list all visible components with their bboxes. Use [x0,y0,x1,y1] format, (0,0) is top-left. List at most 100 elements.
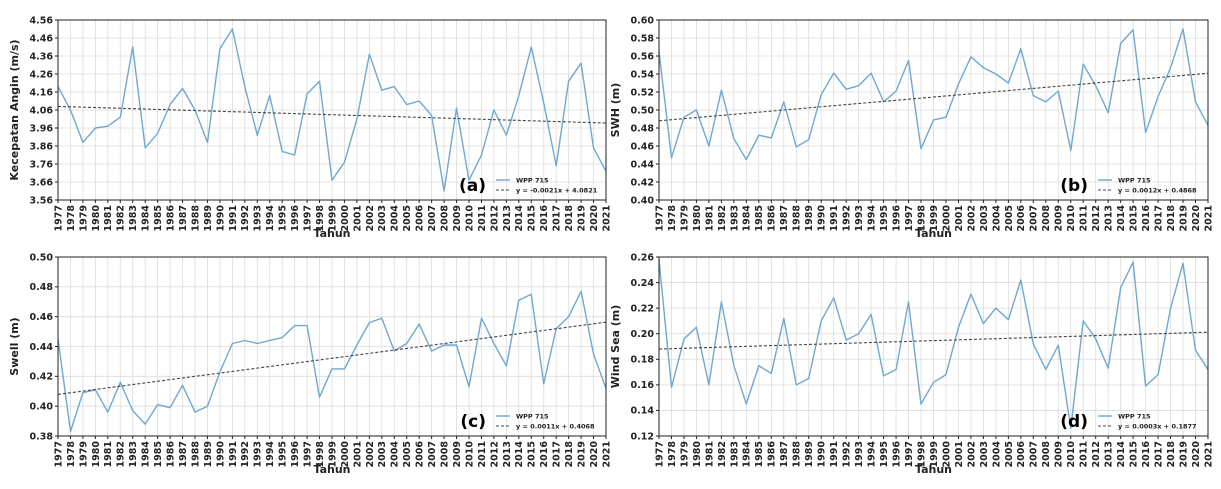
data-point [169,103,171,105]
x-tick-label: 2012 [489,441,500,467]
y-tick-label: 0.26 [631,252,655,263]
x-tick-label: 2010 [1066,205,1077,232]
x-tick-label: 2008 [439,441,450,468]
x-tick-label: 1989 [203,205,214,231]
x-tick-label: 1979 [78,441,89,467]
data-point [957,326,959,328]
x-tick-label: 1980 [692,205,703,232]
x-tick-label: 2003 [979,441,990,467]
x-tick-label: 2010 [464,441,475,468]
y-tick-label: 0.44 [631,159,655,170]
data-point [1182,262,1184,264]
data-point [1194,101,1196,103]
x-tick-label: 1977 [654,441,665,467]
data-point [720,89,722,91]
data-point [206,405,208,407]
y-tick-label: 0.54 [631,69,655,80]
x-tick-label: 1998 [916,441,927,468]
x-tick-label: 2017 [552,441,563,467]
data-point [907,301,909,303]
x-tick-label: 1983 [128,205,139,231]
y-axis-label: Wind Sea (m) [609,305,622,389]
x-tick-label: 1998 [315,205,326,232]
x-tick-label: 1996 [891,441,902,468]
data-point [132,409,134,411]
x-tick-label: 2006 [1016,205,1027,232]
x-tick-label: 2021 [1203,205,1214,231]
x-tick-label: 1981 [103,205,114,231]
x-tick-label: 2000 [941,441,952,468]
x-tick-label: 2006 [415,441,426,468]
y-tick-label: 3.86 [30,141,54,152]
data-point [219,48,221,50]
x-tick-label: 2010 [464,205,475,232]
legend-label-trend: y = 0.0012x + 0.4868 [1118,186,1197,194]
data-point [932,381,934,383]
x-tick-label: 1982 [116,205,127,231]
legend: WPP 715 y = 0.0012x + 0.4868 [1098,176,1197,194]
legend: WPP 715 y = 0.0011x + 0.4068 [496,412,595,430]
data-point [318,396,320,398]
x-tick-label: 2019 [576,441,587,467]
data-point [567,315,569,317]
x-tick-label: 1987 [178,441,189,467]
y-tick-label: 3.56 [30,195,54,206]
x-tick-label: 1983 [729,441,740,467]
x-tick-label: 1980 [692,441,703,468]
x-tick-label: 2007 [1029,205,1040,231]
x-tick-label: 1987 [779,205,790,231]
x-tick-label: 1986 [165,441,176,468]
x-tick-label: 2011 [1079,441,1090,467]
data-point [443,344,445,346]
y-tick-label: 0.40 [30,401,54,412]
data-point [343,368,345,370]
data-point [758,134,760,136]
data-point [1082,320,1084,322]
x-tick-label: 1991 [228,441,239,467]
data-point [1157,373,1159,375]
x-tick-label: 2016 [1141,441,1152,468]
x-tick-label: 1999 [929,205,940,231]
y-tick-label: 0.50 [631,105,655,116]
x-tick-label: 2018 [564,205,575,232]
x-axis-label: Tahun [915,463,952,476]
data-point [293,154,295,156]
data-point [845,88,847,90]
x-tick-label: 2018 [1166,441,1177,468]
data-point [945,116,947,118]
data-point [256,134,258,136]
x-tick-label: 1977 [654,205,665,231]
x-tick-label: 2001 [954,441,965,467]
x-tick-label: 1977 [53,441,64,467]
data-point [1169,307,1171,309]
x-tick-label: 2016 [539,205,550,232]
data-point [156,403,158,405]
data-point [808,139,810,141]
x-tick-label: 1995 [879,441,890,467]
data-point [808,377,810,379]
x-tick-label: 1989 [203,441,214,467]
x-tick-label: 1979 [679,205,690,231]
data-point [995,307,997,309]
data-point [231,28,233,30]
x-axis-label: Tahun [313,463,350,476]
y-tick-label: 0.38 [30,431,54,442]
data-point [1144,131,1146,133]
data-point [1020,48,1022,50]
legend: WPP 715 y = 0.0003x + 0.1877 [1098,412,1197,430]
data-point [1095,338,1097,340]
data-point [870,313,872,315]
chart-panel-1: 3.56 3.66 3.76 3.86 3.96 4.06 4.16 4.26 4.36 4.46… [8,15,612,240]
x-tick-label: 2001 [954,205,965,231]
x-tick-label: 1979 [78,205,89,231]
data-point [393,85,395,87]
y-tick-label: 0.44 [30,342,54,353]
data-point [281,150,283,152]
x-tick-label: 2013 [502,441,513,467]
x-tick-label: 1993 [253,441,264,467]
x-tick-label: 2003 [377,441,388,467]
x-tick-label: 1982 [116,441,127,467]
legend: WPP 715 y = -0.0021x + 4.0821 [496,176,598,194]
data-point [119,381,121,383]
data-point [306,93,308,95]
